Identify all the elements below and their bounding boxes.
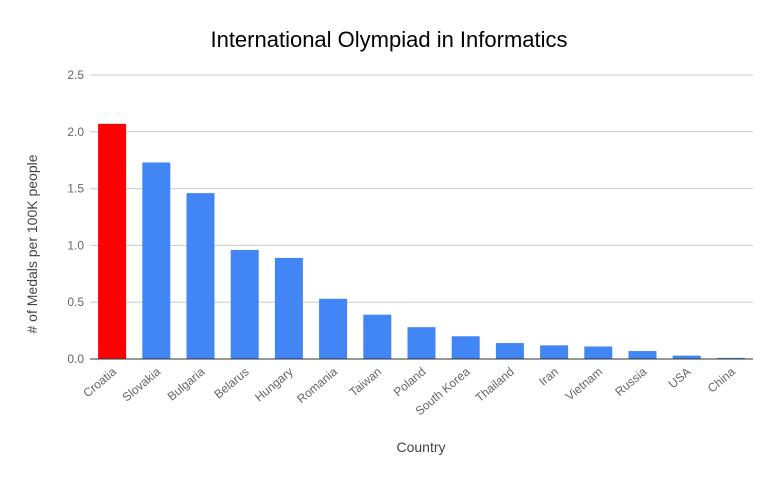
x-tick-label: Romania xyxy=(294,364,340,406)
x-tick-label: Vietnam xyxy=(563,365,606,404)
x-tick-label: Belarus xyxy=(211,365,251,402)
y-tick-label: 1.5 xyxy=(67,182,84,196)
y-tick-label: 2.5 xyxy=(67,68,84,82)
chart-title: International Olympiad in Informatics xyxy=(210,27,567,52)
bars xyxy=(98,123,745,360)
y-tick-label: 1.0 xyxy=(67,238,84,252)
x-tick-label: Hungary xyxy=(252,365,296,405)
x-tick-label: China xyxy=(705,364,738,395)
x-tick-label: USA xyxy=(666,365,694,392)
x-tick-label: Thailand xyxy=(473,365,517,405)
bar-thailand xyxy=(495,343,524,359)
bar-china xyxy=(716,357,745,359)
x-tick-label: Slovakia xyxy=(119,364,163,404)
bar-iran xyxy=(540,345,569,359)
x-tick-label: Poland xyxy=(391,365,429,400)
bar-romania xyxy=(319,298,348,359)
bar-south-korea xyxy=(451,336,480,359)
y-axis-ticks: 0.0 0.5 1.0 1.5 2.0 2.5 xyxy=(67,68,84,366)
x-tick-label: Taiwan xyxy=(347,365,385,400)
x-tick-label: Iran xyxy=(536,365,561,389)
bar-vietnam xyxy=(584,346,613,359)
bar-russia xyxy=(628,351,657,359)
y-tick-label: 0.0 xyxy=(67,352,84,366)
y-axis-title: # of Medals per 100K people xyxy=(24,154,40,333)
bar-belarus xyxy=(230,249,259,359)
x-axis-title: Country xyxy=(396,439,445,455)
x-tick-label: Bulgaria xyxy=(165,364,208,403)
bar-usa xyxy=(672,355,701,359)
y-tick-label: 2.0 xyxy=(67,125,84,139)
bar-poland xyxy=(407,327,436,359)
bar-taiwan xyxy=(363,314,392,359)
bar-slovakia xyxy=(142,162,171,359)
bar-hungary xyxy=(274,257,303,359)
x-axis-ticks: Croatia Slovakia Bulgaria Belarus HungaryRom… xyxy=(80,364,738,418)
y-tick-label: 0.5 xyxy=(67,295,84,309)
x-tick-label: Russia xyxy=(612,364,649,399)
x-tick-label: Croatia xyxy=(80,364,119,400)
bar-croatia xyxy=(98,123,127,360)
bar-bulgaria xyxy=(186,193,215,359)
